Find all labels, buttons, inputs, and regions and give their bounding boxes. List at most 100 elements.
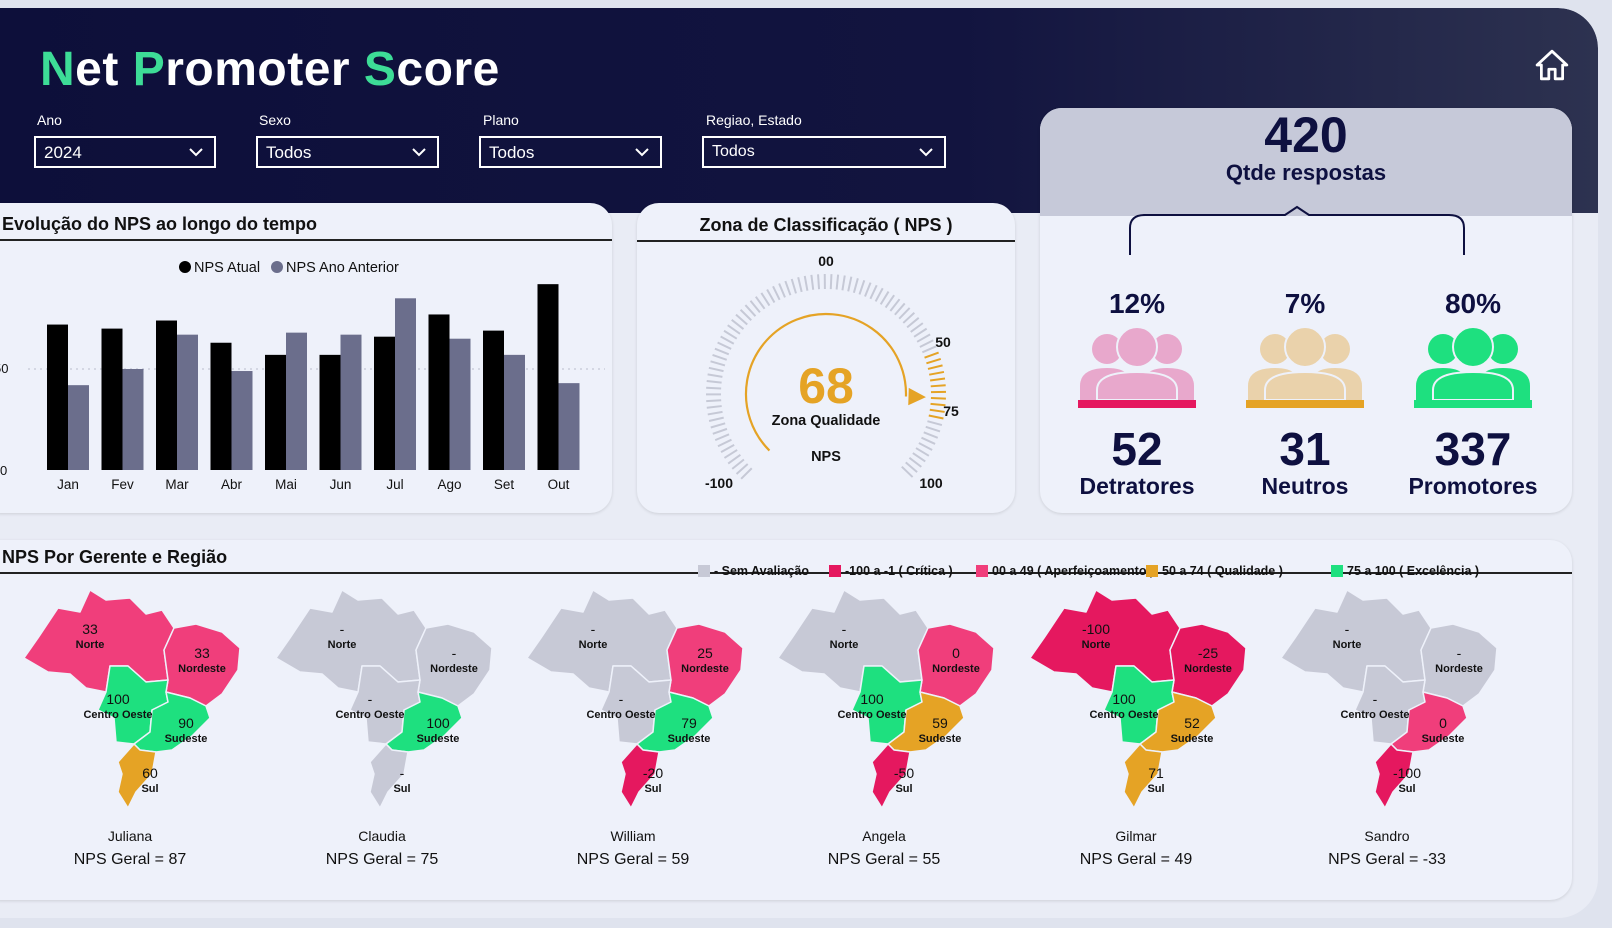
- region-name: Sul: [1398, 783, 1415, 795]
- manager-name: William: [610, 828, 656, 844]
- region-sudeste[interactable]: [636, 691, 714, 753]
- x-tick-label: Jul: [386, 477, 403, 492]
- y-tick-label: 0: [0, 463, 7, 478]
- gauge-tick: [921, 345, 937, 354]
- group-percent: 80%: [1444, 288, 1502, 319]
- gauge-tick: [901, 465, 914, 478]
- region-nordeste[interactable]: [1420, 623, 1498, 707]
- filter-ano-select[interactable]: 2024: [34, 136, 216, 168]
- region-sul[interactable]: [369, 743, 409, 809]
- gauge-zone-label: Zona Qualidade: [772, 413, 881, 429]
- x-tick-label: Mar: [165, 477, 189, 492]
- region-name: Norte: [328, 639, 357, 651]
- chart-legend: NPS Atual NPS Ano Anterior: [179, 260, 399, 276]
- gauge-tick: [930, 384, 946, 388]
- gauge-tick: [926, 357, 942, 365]
- legend-swatch: [1146, 565, 1158, 577]
- legend-label: - Sem Avaliação: [714, 564, 809, 578]
- bar-atual: [210, 342, 232, 470]
- filter-sexo-select[interactable]: Todos: [256, 136, 439, 168]
- bar-atual: [374, 336, 395, 470]
- gauge-tick: [760, 292, 771, 307]
- region-name: Sudeste: [165, 733, 208, 745]
- brazil-map: - Norte 0 Nordeste 100 Centro Oeste 59 Sudeste -…: [777, 589, 995, 809]
- x-tick-label: Out: [548, 477, 570, 492]
- filter-regiao-select[interactable]: Todos: [702, 136, 946, 168]
- x-tick-label: Fev: [111, 477, 134, 492]
- region-value: -100: [1082, 621, 1110, 637]
- region-value: -: [1345, 621, 1350, 637]
- region-nordeste[interactable]: [917, 623, 995, 707]
- region-value: -50: [894, 765, 914, 781]
- region-value: -: [400, 765, 405, 781]
- bar-atual: [483, 330, 504, 470]
- gauge-tick: [706, 380, 722, 384]
- gauge-tick: [928, 414, 944, 420]
- bar-atual: [265, 354, 286, 470]
- gauge-tick: [905, 461, 918, 473]
- group-label: Promotores: [1408, 473, 1538, 499]
- region-value: -: [842, 621, 847, 637]
- region-sul[interactable]: [1123, 743, 1163, 809]
- region-value: 100: [106, 691, 130, 707]
- region-sul[interactable]: [117, 743, 157, 809]
- region-name: Nordeste: [430, 663, 478, 675]
- region-value: 25: [697, 645, 713, 661]
- region-sudeste[interactable]: [1390, 691, 1468, 753]
- region-name: Sudeste: [417, 733, 460, 745]
- manager-name: Sandro: [1364, 828, 1410, 844]
- region-name: Nordeste: [932, 663, 980, 675]
- dashboard-frame: Net Promoter Score Ano 2024 Sexo Todos P…: [0, 8, 1598, 918]
- region-legend-item: 50 a 74 ( Qualidade ): [1146, 564, 1283, 578]
- gauge-tick: [929, 408, 945, 413]
- region-value: -25: [1198, 645, 1218, 661]
- region-name: Sudeste: [1422, 733, 1465, 745]
- filter-regiao-value: Todos: [712, 143, 755, 160]
- gauge-tick: [927, 420, 943, 427]
- bar-atual: [101, 328, 123, 470]
- region-sul[interactable]: [871, 743, 911, 809]
- region-sudeste[interactable]: [1139, 691, 1217, 753]
- region-sul[interactable]: [1374, 743, 1414, 809]
- title-part: N: [40, 43, 76, 96]
- group-percent: 12%: [1108, 288, 1166, 319]
- gauge-tick: [929, 370, 945, 376]
- gauge-tick: [707, 410, 723, 416]
- group-count: 31: [1279, 423, 1331, 475]
- people-icon: [1078, 328, 1196, 408]
- region-sudeste[interactable]: [887, 691, 965, 753]
- title-part: romoter: [165, 43, 364, 96]
- gauge-tick: [708, 366, 724, 373]
- gauge-tick: [727, 324, 741, 335]
- gauge-tick: [731, 458, 745, 470]
- region-nordeste[interactable]: [415, 623, 493, 707]
- gauge-tick: [930, 397, 946, 400]
- region-sudeste[interactable]: [385, 691, 463, 753]
- manager-nps: NPS Geral = 87: [73, 851, 187, 868]
- x-tick-label: Jun: [330, 477, 352, 492]
- region-value: -: [1373, 691, 1378, 707]
- home-icon[interactable]: [1535, 48, 1569, 82]
- region-nordeste[interactable]: [1169, 623, 1247, 707]
- legend-swatch: [1331, 565, 1343, 577]
- legend-swatch: [829, 565, 841, 577]
- gauge-tick: [749, 300, 761, 314]
- legend-label: 00 a 49 ( Aperfeiçoamento ): [992, 564, 1155, 578]
- filter-plano-select[interactable]: Todos: [479, 136, 662, 168]
- region-nordeste[interactable]: [163, 623, 241, 707]
- legend-swatch: [179, 261, 191, 273]
- region-value: -: [368, 691, 373, 707]
- bar-atual: [156, 320, 177, 470]
- regions-title-rule: [0, 572, 1572, 574]
- chevron-down-icon: [189, 148, 203, 157]
- gauge-card: [637, 203, 1015, 513]
- title-part: S: [363, 43, 397, 96]
- region-sul[interactable]: [620, 743, 660, 809]
- gauge-tick: [731, 319, 745, 330]
- region-sudeste[interactable]: [133, 691, 211, 753]
- brazil-map: - Norte - Nordeste - Centro Oeste 0 Sudeste -100…: [1280, 589, 1498, 809]
- manager-nps: NPS Geral = 55: [827, 851, 941, 868]
- region-nordeste[interactable]: [666, 623, 744, 707]
- group-count: 52: [1111, 423, 1163, 475]
- legend-swatch: [271, 261, 283, 273]
